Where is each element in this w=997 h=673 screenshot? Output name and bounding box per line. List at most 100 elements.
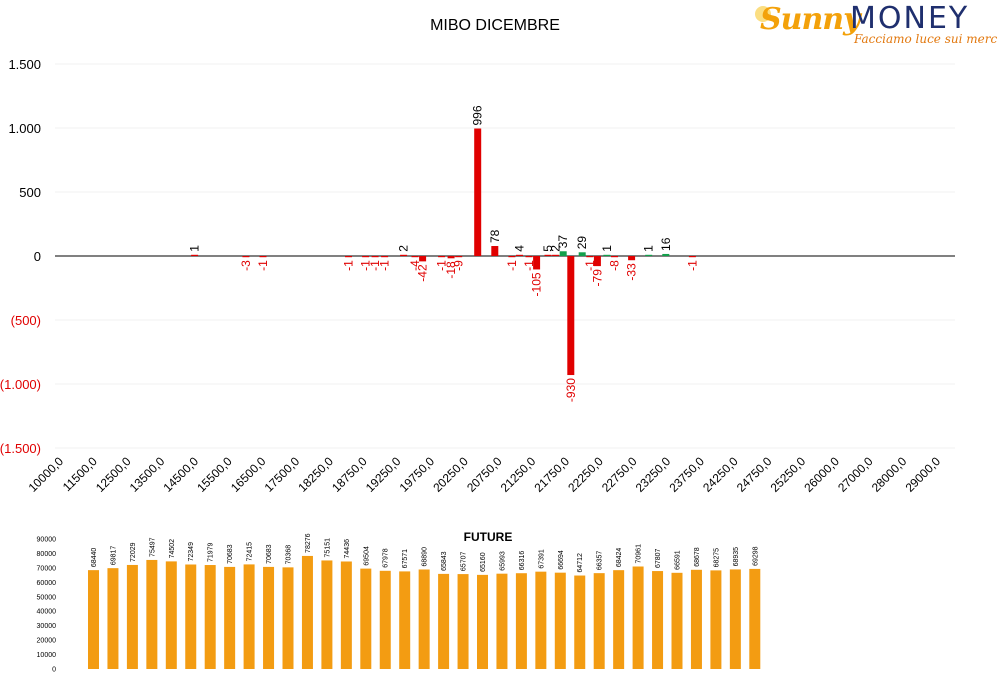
x-tick-label: 12500,0 [93,454,134,495]
future-data-label: 67807 [655,548,662,568]
x-tick-label: 23750,0 [666,454,707,495]
bar [544,254,552,256]
future-bar [126,564,138,669]
x-tick-label: 22250,0 [565,454,606,495]
future-data-label: 66591 [675,550,682,570]
x-tick-label: 18750,0 [329,454,370,495]
bar [474,128,482,256]
future-bar [652,571,664,669]
data-label: 16 [659,237,673,251]
future-bar [632,566,644,669]
y-tick-label: 1.000 [8,121,41,136]
x-tick-label: 25250,0 [768,454,809,495]
x-tick-label: 11500,0 [60,454,100,494]
future-bar [554,572,566,669]
bar [419,256,427,262]
data-label: 996 [471,105,485,125]
x-tick-label: 24750,0 [734,454,775,495]
x-tick-label: 21250,0 [498,454,539,495]
future-data-label: 74502 [169,539,176,559]
future-bar [574,575,586,669]
data-label: -18 [444,261,458,279]
future-bar [165,561,177,669]
bar [345,256,352,258]
bar [578,252,586,256]
bar [438,256,446,258]
data-label: -1 [359,260,373,271]
bar [662,253,670,256]
future-data-label: 68678 [694,547,701,567]
future-data-label: 65160 [480,552,487,572]
data-label: -3 [239,260,253,271]
x-tick-label: 16500,0 [228,454,269,495]
y-tick-label: 0 [34,249,41,264]
data-label: -1 [435,260,449,271]
future-bar [613,570,625,669]
bar [447,256,455,259]
x-tick-label: 27000,0 [835,454,876,495]
y-tick-label: (1.000) [0,377,41,392]
x-tick-label: 19750,0 [397,454,438,495]
future-y-tick-label: 90000 [37,537,57,544]
data-label: 1 [642,245,656,252]
future-data-label: 64712 [577,553,584,573]
data-label: 4 [513,245,527,252]
data-label: 37 [556,235,570,249]
bar [242,256,250,258]
x-tick-label: 28000,0 [869,454,910,495]
bar [688,256,696,258]
data-label: -1 [342,260,356,271]
future-bar [379,570,391,669]
mibo-chart: MIBO DICEMBRE 1.500 1.000 500 0 (500) (1.000) (… [0,17,955,495]
data-label: -8 [608,260,622,271]
future-data-label: 69817 [110,546,117,566]
future-data-label: 66316 [519,551,526,571]
future-data-label: 65707 [461,552,468,572]
bar [259,256,267,258]
future-data-label: 69298 [752,546,759,566]
future-data-label: 69504 [363,546,370,566]
data-label: -1 [378,260,392,271]
data-label: -105 [530,272,544,296]
bar [552,254,560,256]
future-data-label: 72029 [130,542,137,562]
future-bar [360,568,372,669]
logo-tagline: Facciamo luce sui mercati [854,32,997,46]
future-data-label: 72349 [188,542,195,562]
data-label: -1 [583,260,597,271]
x-tick-label: 10000,0 [26,454,67,495]
data-label: 5 [541,245,555,252]
future-bar [671,572,683,669]
sunny-money-logo: Sunny MONEY Facciamo luce sui mercati [755,1,997,50]
y-tick-label: 500 [19,185,41,200]
data-label: 29 [575,236,589,250]
future-bar [321,560,333,669]
future-y-tick-label: 30000 [37,623,57,630]
future-bar [282,567,294,669]
future-y-tick-label: 10000 [37,652,57,659]
bar [516,254,523,256]
bar [491,246,499,256]
x-tick-label: 15500,0 [194,454,235,495]
future-data-label: 75151 [324,538,331,558]
future-bar [263,566,275,669]
x-tick-label: 13500,0 [127,454,168,495]
future-bar [88,570,99,669]
future-bar [340,561,352,669]
future-bar [690,569,702,669]
future-bar [477,574,488,669]
data-label: -1 [505,260,519,271]
future-bar [515,573,527,669]
future-y-tick-label: 40000 [37,609,57,616]
sun-icon [755,6,771,22]
x-tick-label: 23250,0 [633,454,674,495]
bar [645,254,653,256]
future-data-label: 67978 [383,548,390,568]
data-label: -4 [408,260,422,271]
data-label: -33 [625,263,639,281]
future-data-label: 70683 [227,544,234,564]
future-data-label: 68890 [422,547,429,567]
y-tick-label: 1.500 [8,57,41,72]
logo-brand-part2: MONEY [850,1,970,36]
bar [191,254,199,256]
